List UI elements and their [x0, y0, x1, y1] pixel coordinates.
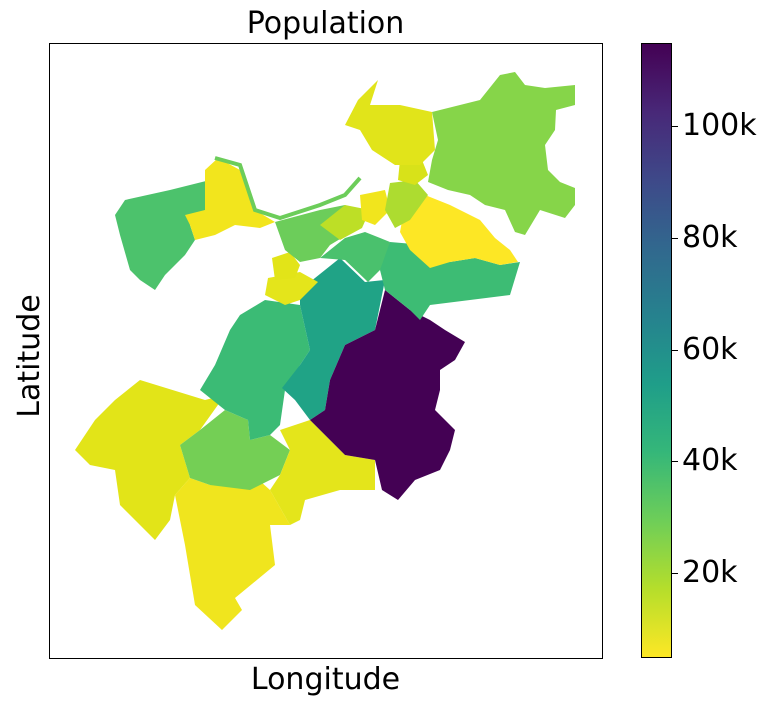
colorbar-tick-mark	[672, 125, 678, 127]
region-jamaica-plain	[200, 300, 310, 440]
region-dorchester	[310, 290, 465, 500]
colorbar-tick-mark	[672, 237, 678, 239]
colorbar-tick-mark	[672, 461, 678, 463]
colorbar-tick-label: 20k	[682, 555, 738, 591]
region-south-end	[320, 232, 390, 282]
region-east-boston	[345, 80, 435, 165]
colorbar-tick-label: 60k	[682, 331, 738, 367]
region-allston-brighton	[115, 180, 210, 290]
y-axis-label: Latitude	[12, 294, 47, 418]
region-beacon-hill	[320, 205, 370, 240]
region-hyde-park	[175, 472, 290, 630]
region-seaport	[400, 195, 518, 268]
colorbar	[641, 43, 672, 658]
region-south-boston	[380, 242, 520, 320]
region-charlestown	[385, 180, 428, 228]
region-roxbury	[282, 258, 385, 420]
region-roslindale	[180, 410, 290, 490]
region-mission-hill	[265, 272, 318, 305]
colorbar-tick-label: 40k	[682, 443, 738, 479]
colorbar-tick-mark	[672, 573, 678, 575]
colorbar-tick-mark	[672, 349, 678, 351]
region-brighton-riverside	[185, 158, 275, 240]
map-title: Population	[246, 6, 405, 41]
region-downtown	[360, 190, 390, 225]
region-winthrop	[428, 72, 575, 235]
river-charles	[214, 156, 362, 221]
region-fenway	[272, 252, 300, 280]
region-west-roxbury	[75, 380, 225, 540]
region-mattapan	[270, 420, 375, 525]
colorbar-tick-label: 80k	[682, 219, 738, 255]
colorbar-tick-label: 100k	[682, 107, 757, 143]
x-axis-label: Longitude	[250, 662, 401, 697]
